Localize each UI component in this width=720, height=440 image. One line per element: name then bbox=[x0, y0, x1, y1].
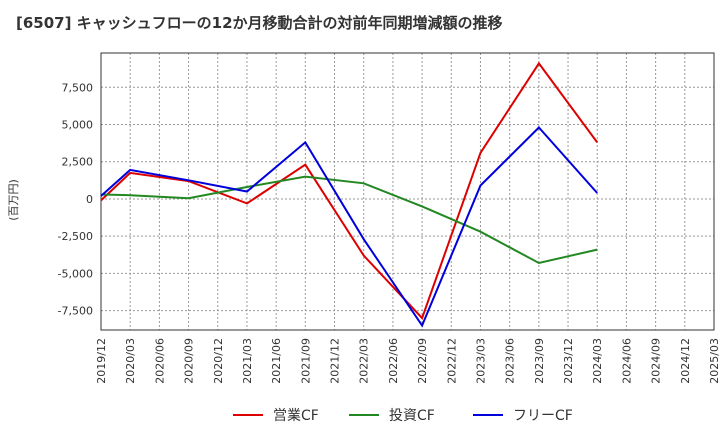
y-tick-label: -5,000 bbox=[58, 267, 93, 280]
legend-label-3: フリーCF bbox=[513, 408, 573, 424]
x-tick-label: 2022/12 bbox=[445, 338, 458, 384]
y-tick-label: 0 bbox=[86, 193, 93, 206]
x-tick-label: 2021/03 bbox=[241, 338, 254, 384]
series-line-1 bbox=[100, 61, 599, 320]
x-tick-label: 2022/06 bbox=[387, 338, 400, 384]
plot-border bbox=[100, 52, 715, 331]
x-tick-label: 2024/03 bbox=[591, 338, 604, 384]
y-tick-label: 2,500 bbox=[62, 156, 94, 169]
y-tick-label: -2,500 bbox=[58, 230, 93, 243]
plot-area bbox=[101, 53, 714, 330]
x-tick-label: 2023/12 bbox=[562, 338, 575, 384]
series-line-3 bbox=[100, 126, 598, 328]
x-tick-label: 2020/03 bbox=[124, 338, 137, 384]
x-tick-label: 2021/06 bbox=[270, 338, 283, 384]
x-tick-label: 2021/09 bbox=[299, 338, 312, 384]
x-tick-label: 2020/09 bbox=[183, 338, 196, 384]
chart-title: [6507] キャッシュフローの12か月移動合計の対前年同期増減額の推移 bbox=[16, 14, 503, 32]
x-tick-label: 2024/06 bbox=[620, 338, 633, 384]
x-tick-label: 2023/03 bbox=[474, 338, 487, 384]
y-tick-label: 7,500 bbox=[62, 81, 94, 94]
x-tick-label: 2024/09 bbox=[650, 338, 663, 384]
x-tick-label: 2023/09 bbox=[533, 338, 546, 384]
series-line-2 bbox=[100, 175, 598, 265]
x-tick-label: 2020/12 bbox=[212, 338, 225, 384]
x-tick-label: 2023/06 bbox=[504, 338, 517, 384]
y-tick-label: 5,000 bbox=[62, 118, 94, 131]
x-tick-label: 2024/12 bbox=[679, 338, 692, 384]
x-tick-label: 2022/03 bbox=[358, 338, 371, 384]
x-tick-label: 2022/09 bbox=[416, 338, 429, 384]
legend-label-1: 営業CF bbox=[273, 408, 319, 424]
x-tick-label: 2019/12 bbox=[95, 338, 108, 384]
y-axis-label: (百万円) bbox=[7, 179, 20, 221]
x-tick-label: 2025/03 bbox=[708, 338, 720, 384]
y-tick-label: -7,500 bbox=[58, 305, 93, 318]
x-tick-label: 2021/12 bbox=[329, 338, 342, 384]
x-tick-label: 2020/06 bbox=[153, 338, 166, 384]
legend-label-2: 投資CF bbox=[389, 408, 435, 424]
